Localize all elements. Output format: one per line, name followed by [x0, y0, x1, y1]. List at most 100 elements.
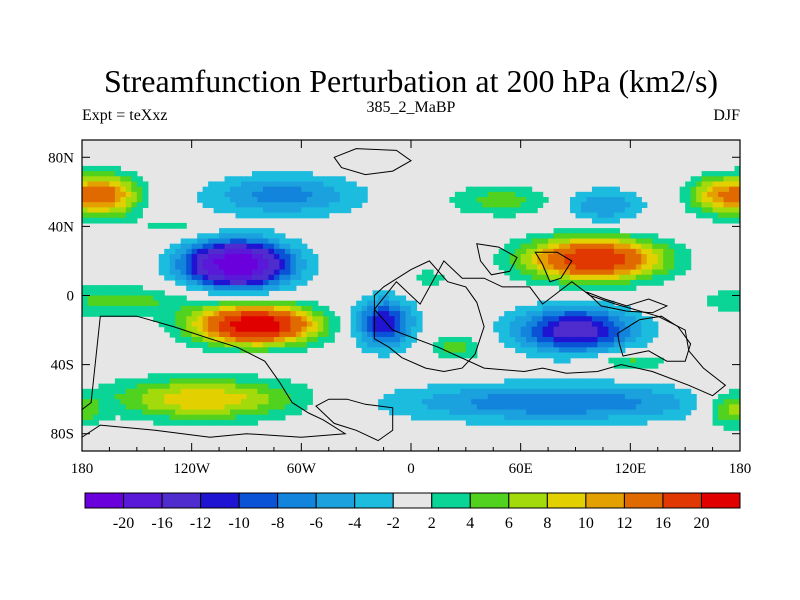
field-cell	[613, 326, 620, 333]
field-cell	[202, 342, 209, 348]
field-cell	[92, 419, 100, 426]
field-cell	[635, 311, 642, 317]
field-cell	[482, 207, 489, 214]
field-cell	[674, 409, 681, 416]
field-cell	[427, 279, 434, 286]
field-cell	[383, 316, 390, 323]
field-cell	[92, 197, 100, 203]
field-cell	[685, 393, 692, 400]
field-cell	[372, 326, 379, 333]
field-cell	[586, 202, 593, 208]
field-cell	[246, 373, 253, 380]
field-cell	[729, 176, 736, 183]
field-cell	[559, 331, 566, 338]
field-cell	[454, 414, 461, 421]
field-cell	[164, 264, 171, 271]
field-cell	[257, 197, 264, 203]
field-cell	[383, 331, 390, 338]
field-cell	[652, 399, 659, 405]
field-cell	[591, 243, 599, 250]
field-cell	[559, 305, 566, 312]
field-cell	[679, 243, 686, 250]
colorbar-label: 20	[693, 515, 709, 532]
field-cell	[191, 342, 198, 348]
field-cell	[257, 176, 264, 183]
field-cell	[356, 311, 363, 317]
field-cell	[361, 326, 368, 333]
field-cell	[246, 243, 253, 250]
field-cell	[718, 171, 725, 177]
field-cell	[213, 181, 220, 188]
field-cell	[537, 197, 544, 203]
field-cell	[372, 331, 379, 338]
field-cell	[591, 248, 599, 255]
field-cell	[537, 347, 544, 354]
field-cell	[273, 300, 280, 307]
field-cell	[520, 331, 527, 338]
field-cell	[268, 305, 275, 312]
contour-field	[82, 140, 740, 451]
field-cell	[712, 419, 719, 426]
field-cell	[575, 347, 582, 354]
field-cell	[257, 202, 264, 208]
field-cell	[197, 393, 204, 400]
field-cell	[312, 331, 319, 338]
field-cell	[443, 393, 450, 400]
field-cell	[257, 305, 264, 312]
field-cell	[537, 300, 544, 307]
field-cell	[520, 186, 527, 193]
field-cell	[197, 326, 204, 333]
field-cell	[712, 212, 719, 219]
field-cell	[729, 197, 736, 203]
field-cell	[273, 305, 280, 312]
field-cell	[608, 409, 615, 416]
field-cell	[246, 290, 253, 297]
field-cell	[328, 321, 335, 328]
field-cell	[262, 254, 270, 260]
field-cell	[498, 202, 505, 208]
field-cell	[613, 191, 620, 198]
field-cell	[103, 414, 111, 421]
field-cell	[251, 419, 259, 426]
field-cell	[613, 238, 620, 245]
field-cell	[575, 383, 582, 390]
field-cell	[306, 197, 313, 203]
field-cell	[323, 186, 330, 193]
field-cell	[109, 383, 116, 390]
field-cell	[668, 238, 675, 245]
field-cell	[624, 404, 631, 411]
field-cell	[608, 186, 615, 193]
field-cell	[208, 254, 215, 260]
field-cell	[471, 197, 478, 203]
field-cell	[570, 316, 577, 323]
field-cell	[279, 305, 286, 312]
field-cell	[449, 388, 456, 395]
field-cell	[542, 248, 549, 255]
field-cell	[432, 274, 440, 281]
field-cell	[679, 186, 686, 193]
field-cell	[652, 274, 659, 281]
field-cell	[180, 393, 187, 400]
field-cell	[531, 243, 538, 250]
field-cell	[504, 311, 511, 317]
field-cell	[591, 342, 599, 348]
field-cell	[279, 212, 286, 219]
field-cell	[443, 352, 450, 359]
field-cell	[87, 212, 94, 219]
field-cell	[180, 269, 187, 276]
field-cell	[251, 274, 259, 281]
field-cell	[548, 238, 555, 245]
field-cell	[613, 321, 620, 328]
field-cell	[570, 404, 577, 411]
field-cell	[142, 409, 149, 416]
field-cell	[230, 336, 237, 343]
colorbar-label: 2	[428, 515, 436, 532]
field-cell	[142, 191, 149, 198]
field-cell	[169, 264, 176, 271]
field-cell	[394, 399, 401, 405]
field-cell	[98, 300, 105, 307]
field-cell	[712, 202, 719, 208]
field-cell	[197, 233, 204, 240]
field-cell	[685, 264, 692, 271]
field-cell	[142, 197, 149, 203]
